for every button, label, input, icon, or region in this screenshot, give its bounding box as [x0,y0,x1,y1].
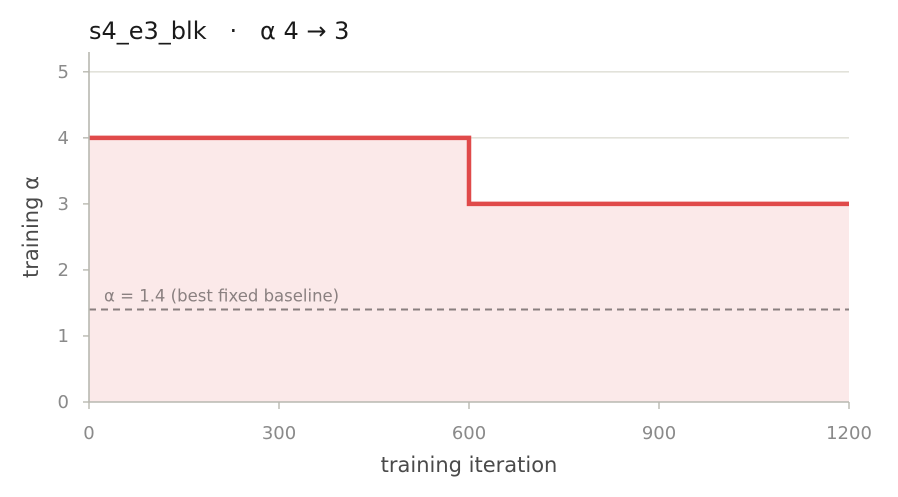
x-tick-label: 1200 [826,423,872,444]
y-tick-label: 3 [58,194,69,215]
y-tick-label: 5 [58,62,69,83]
x-tick-label: 300 [262,423,296,444]
series-step-line [89,135,849,207]
axis-ticks: 0 1 2 3 4 5 0 300 600 900 1200 [58,62,872,444]
x-axis-title: training iteration [381,453,558,477]
y-tick-label: 4 [58,128,69,149]
y-tick-label: 2 [58,260,69,281]
x-tick-label: 0 [83,423,94,444]
x-tick-label: 900 [642,423,676,444]
baseline-reference-label: α = 1.4 (best fixed baseline) [104,287,339,306]
x-tick-label: 600 [452,423,486,444]
y-tick-label: 0 [58,392,69,413]
y-axis-title: training α [19,176,43,278]
chart-title: s4_e3_blk · α 4 → 3 [89,17,349,45]
y-tick-label: 1 [58,326,69,347]
